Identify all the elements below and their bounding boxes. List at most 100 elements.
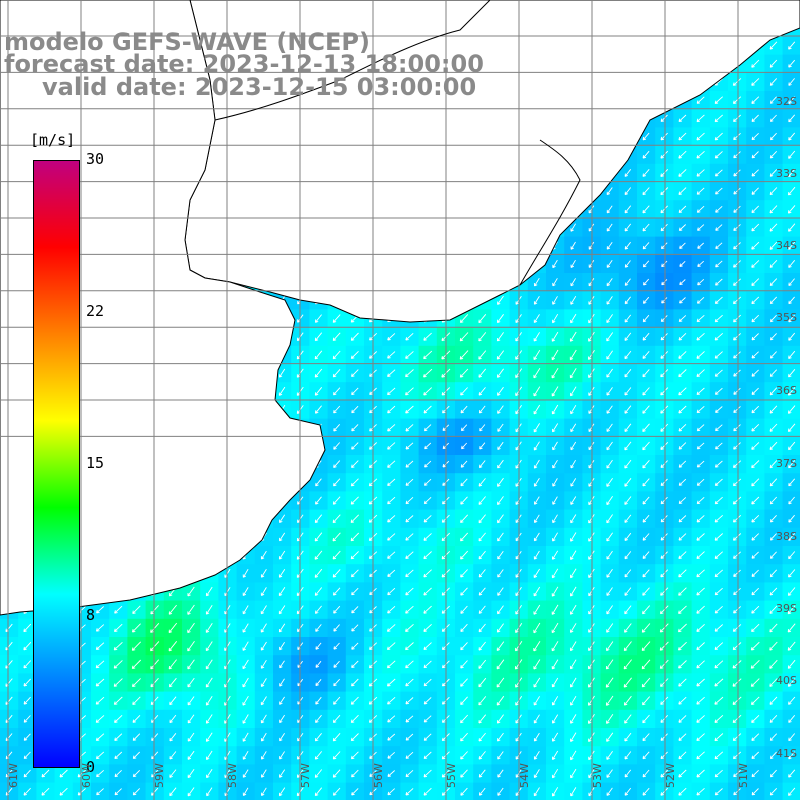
wind-arrow (715, 260, 723, 268)
wind-arrow (478, 314, 487, 324)
wind-arrow (679, 242, 686, 249)
wind-arrow (552, 459, 558, 469)
wind-arrow (570, 568, 577, 579)
wind-arrow (351, 624, 359, 632)
wind-arrow (606, 550, 613, 560)
colorbar-tick-8: 8 (86, 606, 96, 624)
lat-label-41s: 41S (776, 747, 797, 760)
wind-arrow (478, 587, 486, 596)
wind-arrow (787, 587, 796, 596)
wind-arrow (460, 405, 468, 414)
wind-arrow (769, 169, 778, 177)
wind-arrow (497, 405, 504, 414)
wind-arrow (405, 442, 414, 450)
wind-arrow (114, 605, 123, 614)
wind-arrow (788, 132, 796, 141)
wind-arrow (497, 459, 504, 469)
lat-label-35s: 35S (776, 311, 797, 324)
wind-arrow (423, 660, 432, 669)
wind-arrow (551, 586, 559, 597)
wind-arrow (624, 205, 632, 214)
wind-arrow (387, 496, 396, 505)
wind-arrow (788, 150, 796, 159)
wind-arrow (278, 550, 286, 560)
wind-arrow (606, 477, 613, 487)
wind-arrow (260, 641, 267, 651)
wind-arrow (696, 351, 705, 359)
wind-arrow (642, 533, 650, 541)
wind-arrow (769, 333, 777, 341)
wind-arrow (642, 332, 650, 341)
wind-arrow (533, 550, 540, 560)
wind-arrow (677, 623, 687, 633)
wind-arrow (769, 551, 777, 559)
wind-arrow (332, 587, 341, 596)
wind-arrow (769, 514, 777, 523)
lon-label-52w: 52W (664, 763, 677, 788)
wind-arrow (496, 623, 504, 633)
wind-arrow (642, 569, 650, 578)
wind-arrow (696, 132, 705, 141)
wind-arrow (642, 551, 650, 560)
wind-arrow (751, 478, 760, 487)
wind-arrow (460, 605, 468, 614)
wind-arrow (333, 387, 341, 396)
wind-arrow (769, 623, 778, 633)
wind-arrow (332, 550, 341, 560)
wind-arrow (787, 423, 796, 433)
wind-arrow (533, 423, 540, 433)
wind-arrow (678, 114, 687, 123)
wind-arrow (788, 241, 796, 250)
wind-arrow (570, 404, 577, 415)
wind-arrow (788, 168, 796, 178)
wind-arrow (697, 278, 705, 286)
wind-arrow (405, 515, 414, 523)
wind-arrow (552, 423, 559, 433)
wind-arrow (624, 350, 632, 360)
wind-arrow (405, 587, 414, 596)
wind-arrow (642, 351, 650, 359)
wind-arrow (732, 660, 742, 669)
wind-arrow (732, 514, 742, 523)
wind-arrow (551, 622, 559, 634)
wind-arrow (569, 659, 577, 670)
wind-arrow (497, 423, 504, 432)
wind-arrow (460, 387, 468, 396)
wind-arrow (497, 477, 504, 487)
wind-arrow (733, 132, 741, 141)
wind-arrow (478, 478, 486, 487)
wind-arrow (333, 678, 341, 687)
wind-arrow (478, 677, 487, 688)
wind-arrow (660, 533, 668, 541)
wind-arrow (787, 623, 796, 633)
wind-arrow (187, 604, 195, 615)
wind-arrow (696, 150, 705, 159)
wind-arrow (642, 587, 650, 596)
wind-arrow (333, 605, 341, 614)
wind-arrow (570, 478, 577, 487)
wind-arrow (678, 533, 687, 541)
wind-arrow (733, 587, 741, 596)
wind-arrow (769, 205, 778, 214)
wind-arrow (732, 78, 742, 86)
wind-arrow (751, 423, 760, 432)
wind-arrow (714, 296, 723, 304)
wind-arrow (423, 405, 432, 414)
wind-arrow (660, 315, 668, 323)
wind-arrow (769, 605, 778, 614)
wind-arrow (733, 387, 741, 395)
wind-arrow (113, 623, 123, 633)
wind-arrow (460, 623, 468, 633)
wind-arrow (497, 496, 504, 506)
wind-arrow (131, 623, 141, 633)
wind-arrow (478, 641, 486, 651)
wind-arrow (606, 314, 613, 324)
wind-arrow (642, 496, 650, 505)
wind-arrow (659, 623, 669, 633)
wind-arrow (660, 333, 668, 341)
wind-arrow (552, 259, 558, 269)
wind-arrow (642, 260, 650, 268)
wind-arrow (570, 532, 577, 542)
wind-arrow (751, 151, 759, 159)
wind-arrow (750, 641, 760, 651)
